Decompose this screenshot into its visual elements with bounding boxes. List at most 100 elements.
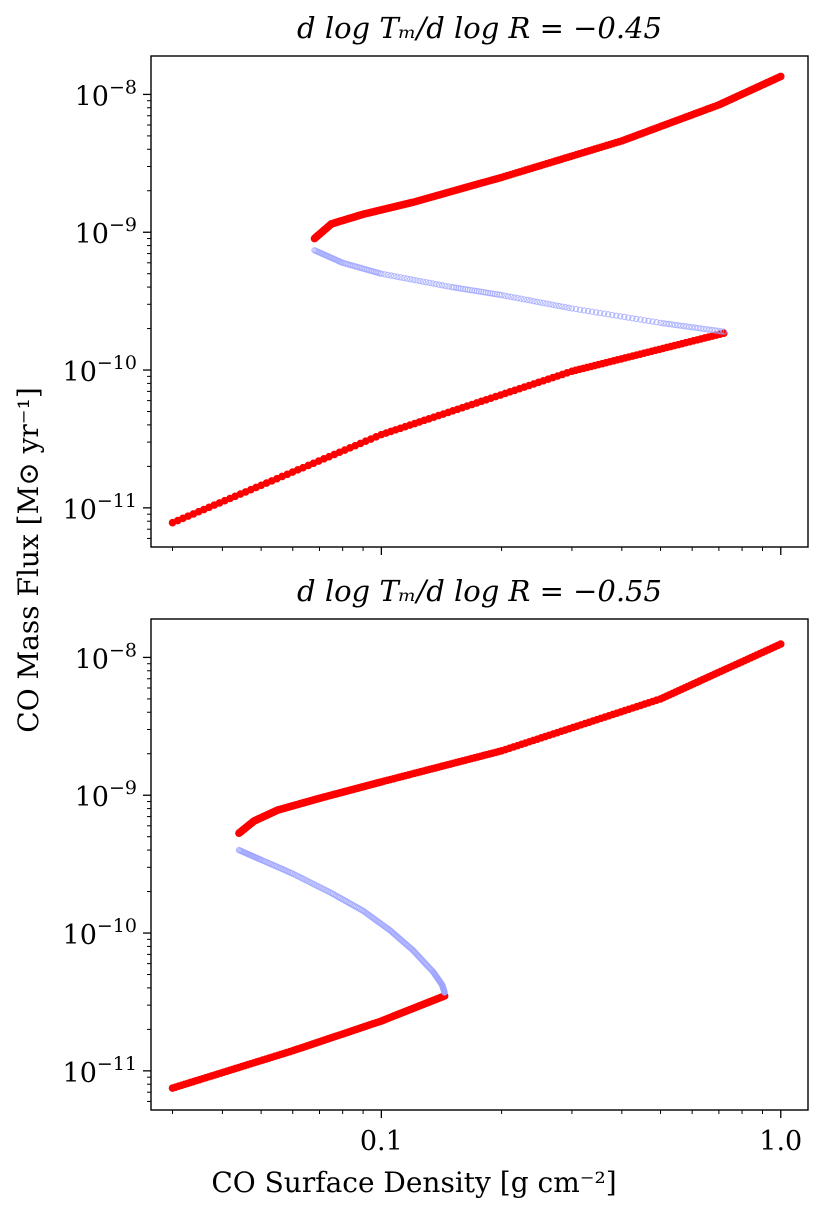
data-point <box>605 311 612 318</box>
x-axis-label: CO Surface Density [g cm⁻²] <box>211 1166 616 1199</box>
series-stable-lower <box>168 329 728 527</box>
data-point <box>706 326 713 333</box>
data-point <box>384 271 391 279</box>
axes-frame <box>150 55 809 548</box>
data-point <box>498 291 505 299</box>
data-point <box>475 288 483 295</box>
data-point <box>441 989 448 996</box>
data-point <box>450 284 458 291</box>
data-point <box>478 288 485 295</box>
data-point <box>471 287 478 294</box>
series-stable-upper <box>235 640 785 838</box>
data-point <box>677 322 684 329</box>
data-point <box>694 324 702 332</box>
y-tick-label: 10−11 <box>63 1053 137 1089</box>
data-point <box>712 327 719 334</box>
data-point <box>613 312 620 319</box>
data-point <box>484 289 492 297</box>
data-point <box>776 640 785 648</box>
data-point <box>493 291 501 298</box>
data-point <box>442 282 449 290</box>
data-point <box>422 279 430 286</box>
data-point <box>466 286 473 294</box>
data-point <box>549 301 556 308</box>
data-point <box>387 272 395 279</box>
series-stable-upper <box>310 72 785 243</box>
data-point <box>397 274 404 281</box>
data-point <box>464 286 471 293</box>
data-point <box>403 275 411 282</box>
y-tick-label: 10−9 <box>75 777 137 813</box>
data-point <box>691 324 699 331</box>
data-point <box>432 280 439 288</box>
y-tick-label: 10−9 <box>75 214 137 250</box>
series-stable-lower <box>168 992 449 1092</box>
data-point <box>381 271 388 278</box>
data-point <box>527 297 534 304</box>
data-point <box>703 326 710 333</box>
series-unstable <box>235 846 448 996</box>
data-point <box>435 281 443 288</box>
data-point <box>508 293 515 301</box>
panel-title: d log Tₘ/d log R = −0.55 <box>297 574 662 608</box>
data-point <box>482 289 489 296</box>
data-point <box>540 299 547 307</box>
axes-frame <box>150 618 809 1111</box>
data-point <box>459 285 467 293</box>
data-point <box>576 306 584 313</box>
data-point <box>568 305 576 312</box>
data-point <box>426 279 433 286</box>
data-point <box>552 302 560 309</box>
data-point <box>609 311 616 319</box>
y-tick-label: 10−8 <box>75 639 137 675</box>
data-point <box>514 294 521 302</box>
data-point <box>390 272 398 280</box>
data-point <box>543 300 550 307</box>
data-point <box>546 301 553 308</box>
panel-bottom: d log Tₘ/d log R = −0.55 0.1 1.0 10−11 10−10… <box>63 574 809 1157</box>
data-point <box>700 325 707 332</box>
data-point <box>416 277 423 285</box>
data-point <box>562 304 569 311</box>
panel-top: d log Tₘ/d log R = −0.45 10−11 10−10 10−9 10… <box>63 11 809 555</box>
data-point <box>565 304 572 311</box>
data-point <box>406 276 414 283</box>
data-point <box>580 307 588 314</box>
data-point <box>714 327 722 334</box>
data-point <box>438 282 446 289</box>
data-point <box>419 278 427 285</box>
x-tick-label: 0.1 <box>360 1126 403 1157</box>
data-point <box>462 286 469 293</box>
y-tick-label: 10−11 <box>63 490 137 526</box>
data-point <box>511 294 518 301</box>
data-point <box>596 309 604 317</box>
data-point <box>689 324 696 331</box>
data-point <box>524 296 531 304</box>
data-point <box>776 72 785 81</box>
data-point <box>520 296 528 303</box>
data-point <box>645 317 652 325</box>
data-point <box>663 320 670 327</box>
data-point <box>555 302 563 310</box>
data-point <box>533 298 540 305</box>
data-point <box>697 325 704 332</box>
data-point <box>448 283 455 291</box>
data-point <box>455 285 462 292</box>
data-point <box>504 293 512 300</box>
panel-title: d log Tₘ/d log R = −0.45 <box>297 11 662 45</box>
data-point <box>588 308 596 315</box>
data-point <box>641 317 648 324</box>
data-point <box>400 274 407 282</box>
data-point <box>686 323 693 330</box>
data-point <box>410 276 417 283</box>
y-tick-label: 10−8 <box>75 76 137 112</box>
y-axis-label: CO Mass Flux [M⊙ yr⁻¹] <box>12 387 45 732</box>
data-point <box>453 284 460 291</box>
data-point <box>633 315 640 323</box>
data-point <box>501 292 508 299</box>
data-point <box>559 303 566 310</box>
data-point <box>683 323 690 330</box>
data-point <box>657 319 664 327</box>
data-point <box>625 314 632 321</box>
